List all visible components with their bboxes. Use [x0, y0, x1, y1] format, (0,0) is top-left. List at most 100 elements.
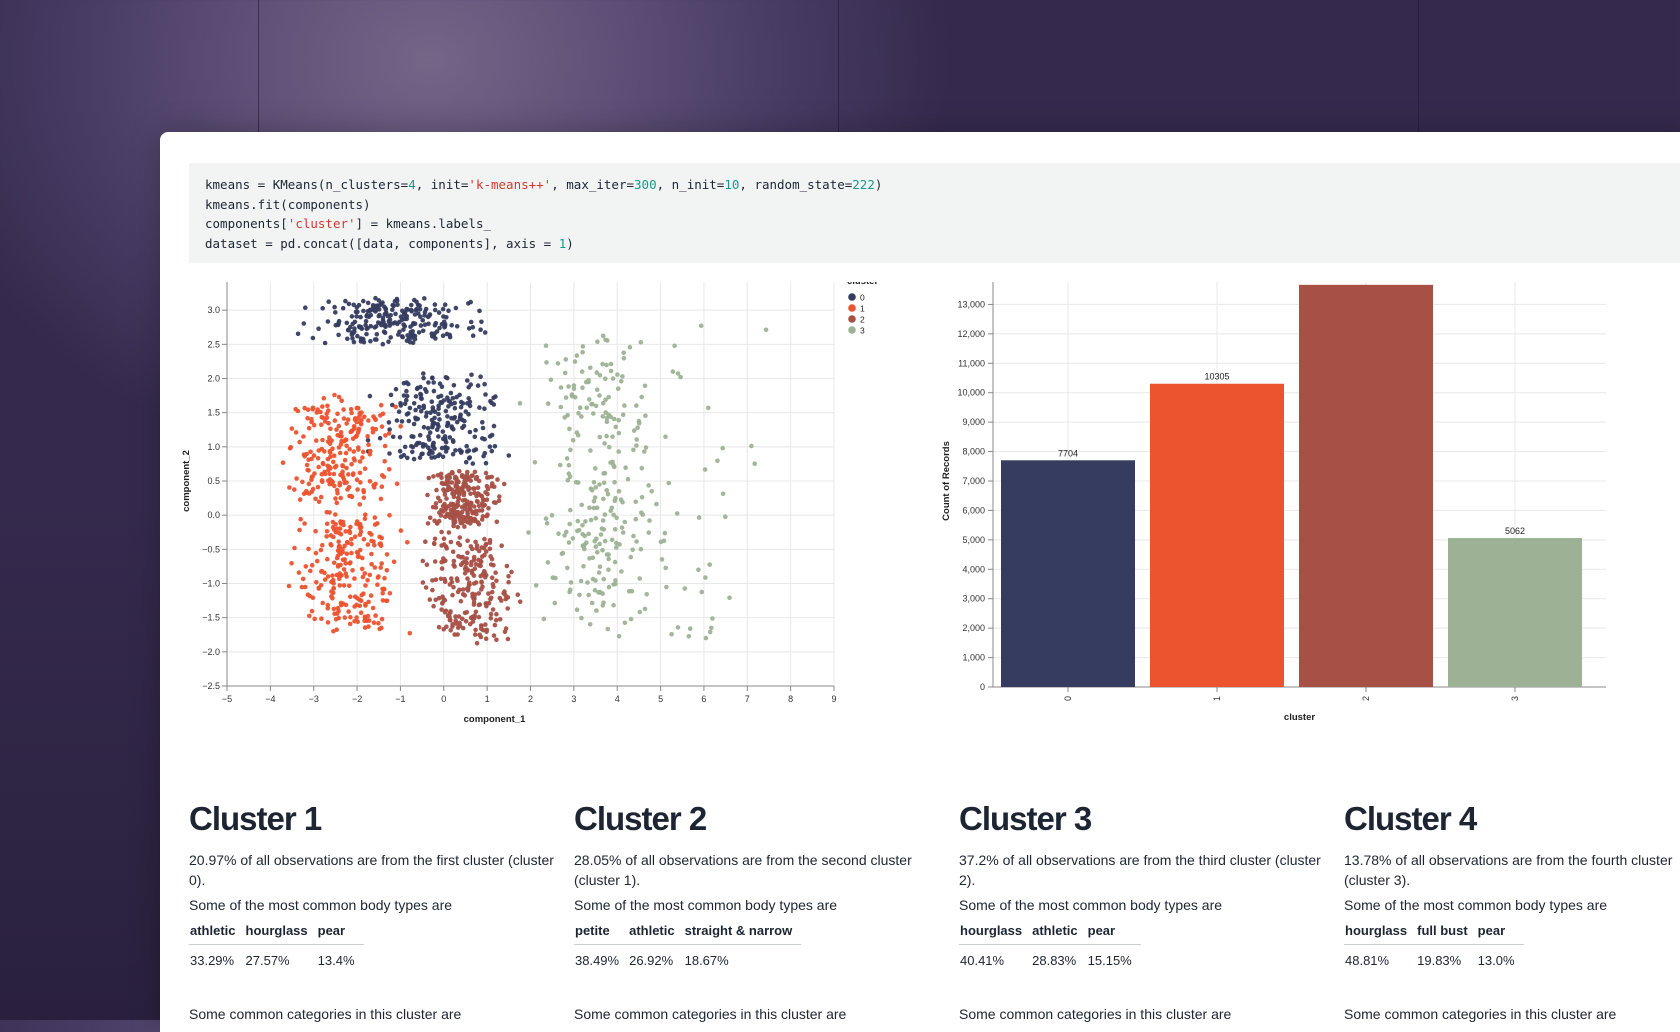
scatter-point: [387, 513, 392, 518]
scatter-point: [386, 420, 392, 425]
scatter-point: [439, 384, 445, 389]
scatter-point: [334, 500, 340, 506]
scatter-point: [373, 324, 379, 329]
scatter-point: [399, 419, 405, 424]
y-tick-label: −1.0: [202, 579, 220, 589]
scatter-point: [426, 437, 432, 442]
scatter-point: [449, 323, 455, 328]
scatter-point: [479, 587, 484, 592]
scatter-point: [365, 577, 370, 583]
scatter-point: [634, 539, 639, 544]
scatter-point: [380, 598, 386, 603]
scatter-point: [466, 412, 471, 417]
scatter-point: [304, 451, 309, 457]
scatter-point: [439, 559, 444, 565]
scatter-point: [430, 504, 436, 510]
scatter-point: [674, 511, 680, 516]
scatter-point: [306, 546, 311, 552]
cluster-description: 28.05% of all observations are from the …: [574, 852, 912, 888]
scatter-point: [304, 462, 310, 468]
scatter-point: [615, 372, 620, 377]
scatter-point: [373, 481, 378, 487]
scatter-point: [477, 562, 483, 567]
scatter-point: [489, 400, 494, 406]
scatter-point: [574, 353, 580, 358]
scatter-point: [663, 565, 668, 571]
scatter-point: [366, 442, 371, 448]
scatter-point: [596, 570, 602, 575]
scatter-point: [629, 588, 635, 594]
scatter-point: [505, 636, 511, 642]
scatter-point: [424, 410, 429, 416]
scatter-point: [574, 607, 580, 612]
scatter-point: [564, 456, 570, 461]
scatter-point: [365, 308, 371, 314]
scatter-point: [426, 321, 431, 327]
scatter-point: [340, 472, 345, 477]
scatter-point: [338, 430, 344, 435]
scatter-point: [532, 459, 538, 465]
scatter-point: [664, 584, 669, 590]
scatter-point: [446, 308, 451, 313]
scatter-point: [420, 558, 426, 564]
code-token: ): [566, 235, 574, 251]
scatter-point: [341, 477, 347, 482]
code-token: kmeans.fit(components): [205, 196, 371, 212]
scatter-point: [436, 595, 442, 601]
x-tick-label: 4: [615, 694, 620, 704]
y-tick-label: 1.0: [207, 442, 220, 452]
scatter-point: [471, 486, 476, 491]
scatter-point: [382, 323, 388, 329]
scatter-point: [449, 487, 455, 492]
scatter-point: [356, 445, 361, 450]
scatter-point: [439, 529, 444, 535]
scatter-point: [393, 404, 398, 410]
scatter-point: [586, 531, 591, 537]
scatter-point: [568, 447, 573, 453]
scatter-point: [480, 436, 485, 441]
scatter-point: [364, 314, 369, 319]
scatter-point: [387, 317, 393, 322]
scatter-point: [342, 615, 348, 620]
scatter-point: [475, 383, 481, 388]
scatter-point: [495, 477, 500, 482]
legend-label: 1: [860, 304, 865, 314]
bar-chart[interactable]: 0 1,000 2,000 3,000 4,000 5,000 6,000 7,000 8,00…: [940, 282, 1660, 762]
scatter-point: [297, 527, 302, 533]
scatter-point: [420, 328, 426, 334]
scatter-point: [370, 605, 376, 611]
scatter-point: [427, 515, 433, 521]
scatter-point: [440, 429, 446, 434]
scatter-point: [316, 326, 321, 331]
code-token: , n_init=: [656, 177, 725, 192]
scatter-point: [326, 421, 331, 426]
code-token: 300: [634, 177, 657, 192]
scatter-point: [316, 464, 321, 470]
scatter-chart[interactable]: −5 −4 −3 −2 −1 0 1 2 3 4 5 6 7 8 9−2.5−2.0−1.5−1.0−0.5…: [180, 282, 910, 762]
scatter-point: [469, 559, 474, 565]
scatter-point: [367, 572, 373, 578]
scatter-point: [595, 550, 600, 555]
scatter-point: [308, 449, 313, 455]
scatter-point: [325, 403, 330, 409]
scatter-point: [612, 527, 618, 532]
scatter-point: [597, 564, 603, 569]
scatter-point: [349, 410, 354, 416]
scatter-point: [463, 503, 469, 508]
scatter-point: [306, 425, 312, 431]
scatter-point: [320, 479, 325, 485]
scatter-point: [715, 458, 720, 464]
scatter-point: [593, 544, 599, 549]
scatter-point: [587, 622, 593, 627]
scatter-point: [496, 498, 502, 504]
scatter-point: [447, 475, 453, 480]
code-cell[interactable]: kmeans = KMeans(n_clusters=4, init='k-me…: [189, 163, 1680, 263]
scatter-point: [394, 418, 400, 423]
scatter-point: [398, 401, 403, 406]
scatter-point: [483, 460, 489, 466]
scatter-point: [427, 312, 433, 317]
scatter-point: [472, 469, 478, 475]
scatter-point: [469, 372, 474, 378]
scatter-point: [338, 441, 344, 447]
scatter-point: [390, 402, 395, 408]
